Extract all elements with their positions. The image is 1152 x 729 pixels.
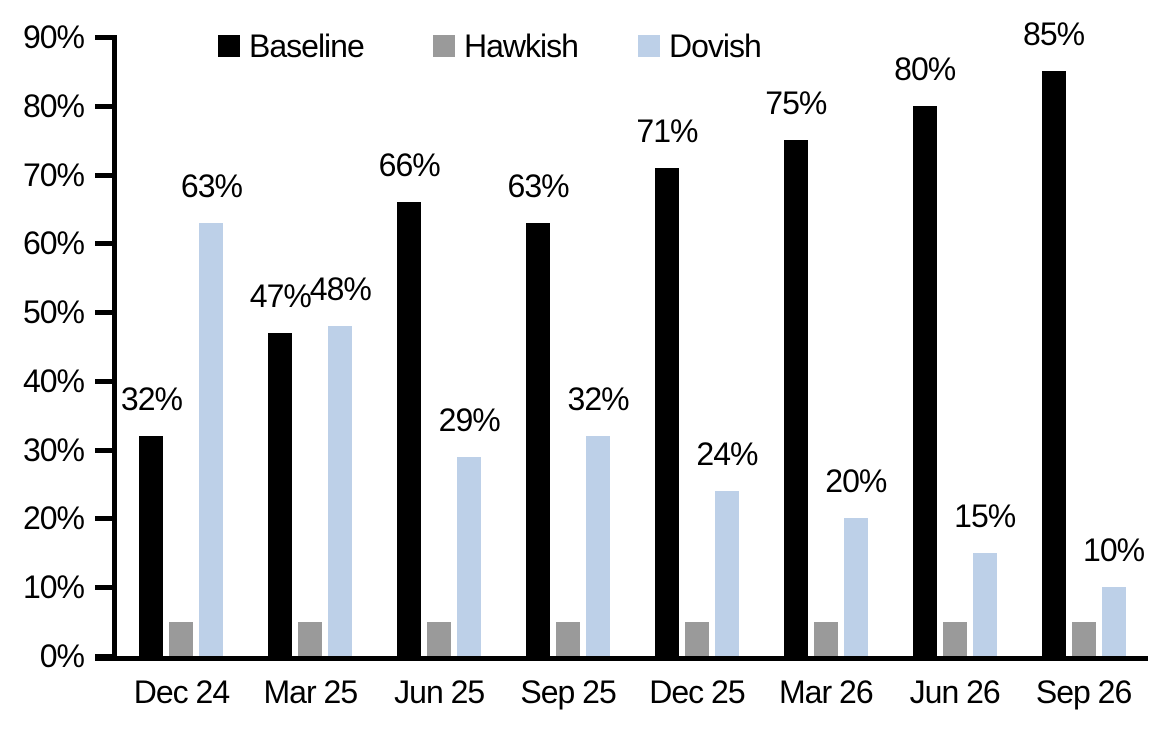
- bar-dovish-mar-26: [843, 518, 868, 656]
- x-category-label: Mar 25: [263, 674, 359, 710]
- bar-baseline-dec-25: [654, 167, 679, 656]
- bar-hawkish-dec-24: [169, 621, 194, 656]
- data-label: 32%: [567, 380, 630, 417]
- bar-baseline-dec-24: [139, 435, 164, 656]
- bar-baseline-mar-25: [268, 332, 293, 656]
- y-tick-label: 80%: [22, 87, 85, 124]
- y-tick: [95, 241, 112, 247]
- y-tick-label: 10%: [22, 569, 85, 606]
- data-label: 32%: [120, 380, 183, 417]
- data-label: 85%: [1023, 16, 1085, 53]
- y-tick: [95, 654, 112, 659]
- legend-label-baseline: Baseline: [249, 28, 365, 64]
- bar-baseline-sep-25: [526, 222, 551, 656]
- data-label: 47%: [249, 277, 312, 314]
- y-tick: [95, 585, 112, 591]
- bar-dovish-jun-26: [972, 552, 997, 656]
- bar-dovish-dec-25: [714, 490, 739, 656]
- data-label: 10%: [1083, 532, 1145, 569]
- y-tick: [95, 172, 112, 178]
- y-tick-label: 50%: [22, 294, 85, 331]
- bar-baseline-mar-26: [783, 140, 808, 656]
- bar-dovish-sep-26: [1101, 587, 1126, 656]
- y-tick: [95, 378, 112, 384]
- bar-dovish-dec-24: [199, 222, 224, 656]
- bar-baseline-jun-26: [912, 105, 937, 656]
- y-axis: [112, 35, 117, 661]
- data-label: 63%: [507, 167, 570, 204]
- bar-dovish-sep-25: [586, 435, 611, 656]
- data-label: 20%: [825, 463, 887, 500]
- bar-hawkish-dec-25: [684, 621, 709, 656]
- legend-item-hawkish: Hawkish: [433, 28, 579, 64]
- bar-hawkish-sep-26: [1071, 621, 1096, 656]
- y-tick: [95, 516, 112, 522]
- data-label: 66%: [378, 147, 441, 184]
- y-tick: [95, 103, 112, 109]
- y-tick-label: 30%: [22, 431, 85, 468]
- bar-baseline-jun-25: [397, 202, 422, 656]
- data-label: 71%: [636, 112, 698, 149]
- y-tick-label: 40%: [22, 362, 85, 399]
- y-tick-label: 60%: [22, 225, 85, 262]
- data-label: 15%: [954, 497, 1016, 534]
- x-category-label: Jun 26: [909, 674, 1001, 710]
- y-tick: [95, 310, 112, 316]
- legend-swatch-baseline-icon: [218, 35, 240, 57]
- bar-hawkish-mar-26: [813, 621, 838, 656]
- bar-hawkish-sep-25: [556, 621, 581, 656]
- bar-hawkish-jun-26: [942, 621, 967, 656]
- y-tick-label: 90%: [22, 19, 85, 55]
- legend-label-hawkish: Hawkish: [464, 28, 579, 64]
- bar-baseline-sep-26: [1041, 71, 1066, 656]
- x-category-label: Sep 25: [520, 674, 616, 710]
- legend-swatch-hawkish-icon: [433, 35, 455, 57]
- data-label: 75%: [765, 85, 827, 122]
- bar-hawkish-mar-25: [298, 621, 323, 656]
- bar-dovish-jun-25: [457, 456, 482, 656]
- legend-item-baseline: Baseline: [218, 28, 365, 64]
- x-category-label: Sep 26: [1035, 674, 1132, 710]
- data-label: 80%: [894, 50, 956, 87]
- legend-label-dovish: Dovish: [669, 28, 762, 64]
- x-axis: [95, 656, 1148, 661]
- bar-dovish-mar-25: [328, 325, 353, 656]
- data-label: 63%: [180, 167, 243, 204]
- y-tick-label: 70%: [22, 156, 85, 193]
- legend-item-dovish: Dovish: [638, 28, 762, 64]
- y-tick: [95, 447, 112, 453]
- data-label: 48%: [309, 270, 372, 307]
- x-category-label: Mar 26: [779, 674, 874, 710]
- bar-hawkish-jun-25: [427, 621, 452, 656]
- legend-swatch-dovish-icon: [638, 35, 660, 57]
- data-label: 24%: [696, 435, 758, 472]
- y-tick: [95, 35, 112, 40]
- y-tick-label: 0%: [39, 638, 85, 674]
- x-category-label: Dec 25: [649, 674, 745, 710]
- data-label: 29%: [438, 401, 501, 438]
- y-tick-label: 20%: [22, 500, 85, 537]
- x-category-label: Dec 24: [133, 674, 230, 710]
- x-category-label: Jun 25: [394, 674, 485, 710]
